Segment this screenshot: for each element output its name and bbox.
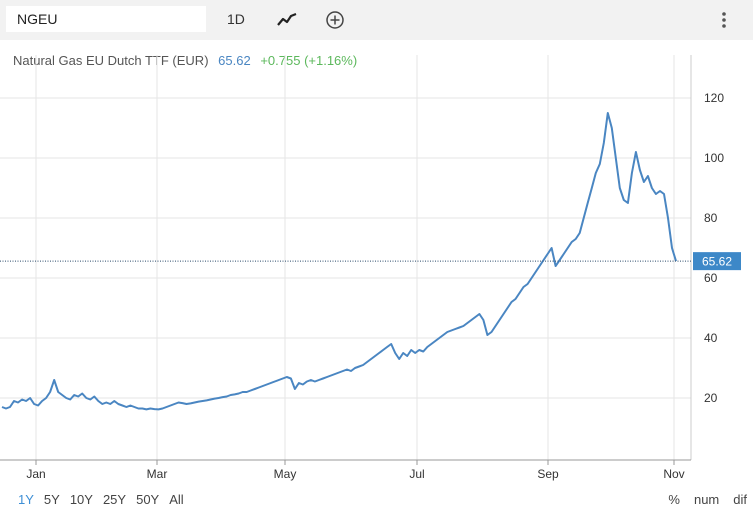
range-1y[interactable]: 1Y: [18, 492, 34, 507]
symbol-input[interactable]: [6, 6, 206, 32]
y-tick-label: 40: [704, 331, 718, 345]
y-tick-label: 100: [704, 151, 724, 165]
last-price-badge: [693, 252, 741, 271]
y-tick-label: 80: [704, 211, 718, 225]
mode-dif[interactable]: dif: [733, 492, 747, 507]
range-selector: 1Y 5Y 10Y 25Y 50Y All: [18, 492, 194, 507]
interval-button[interactable]: 1D: [227, 11, 245, 27]
range-50y[interactable]: 50Y: [136, 492, 160, 507]
y-tick-label: 60: [704, 271, 718, 285]
x-tick-label: Jan: [26, 467, 45, 481]
x-tick-label: Jul: [409, 467, 424, 481]
mode-num[interactable]: num: [693, 492, 720, 507]
x-tick-label: Mar: [147, 467, 168, 481]
range-10y[interactable]: 10Y: [69, 492, 93, 507]
last-price-badge-label: 65.62: [702, 255, 732, 269]
instrument-name: Natural Gas EU Dutch TTF (EUR): [13, 53, 209, 68]
range-25y[interactable]: 25Y: [102, 492, 127, 507]
last-price: 65.62: [218, 53, 251, 68]
mode-percent[interactable]: %: [668, 492, 680, 507]
x-tick-label: May: [274, 467, 297, 481]
line-chart-icon[interactable]: [276, 10, 298, 30]
price-series-line: [1, 112, 677, 411]
vertical-dots-icon[interactable]: [716, 10, 732, 30]
x-tick-label: Sep: [537, 467, 559, 481]
scale-mode-selector: % num dif: [654, 492, 747, 507]
circle-plus-icon[interactable]: [325, 10, 345, 30]
x-tick-label: Nov: [663, 467, 684, 481]
price-chart: 20 40 60 80 100 120 Jan Mar May Jul Sep Nov 65.62: [0, 55, 741, 481]
range-all[interactable]: All: [169, 492, 184, 507]
y-tick-label: 120: [704, 91, 724, 105]
toolbar: 1D: [0, 0, 753, 40]
y-tick-label: 20: [704, 391, 718, 405]
range-5y[interactable]: 5Y: [43, 492, 60, 507]
